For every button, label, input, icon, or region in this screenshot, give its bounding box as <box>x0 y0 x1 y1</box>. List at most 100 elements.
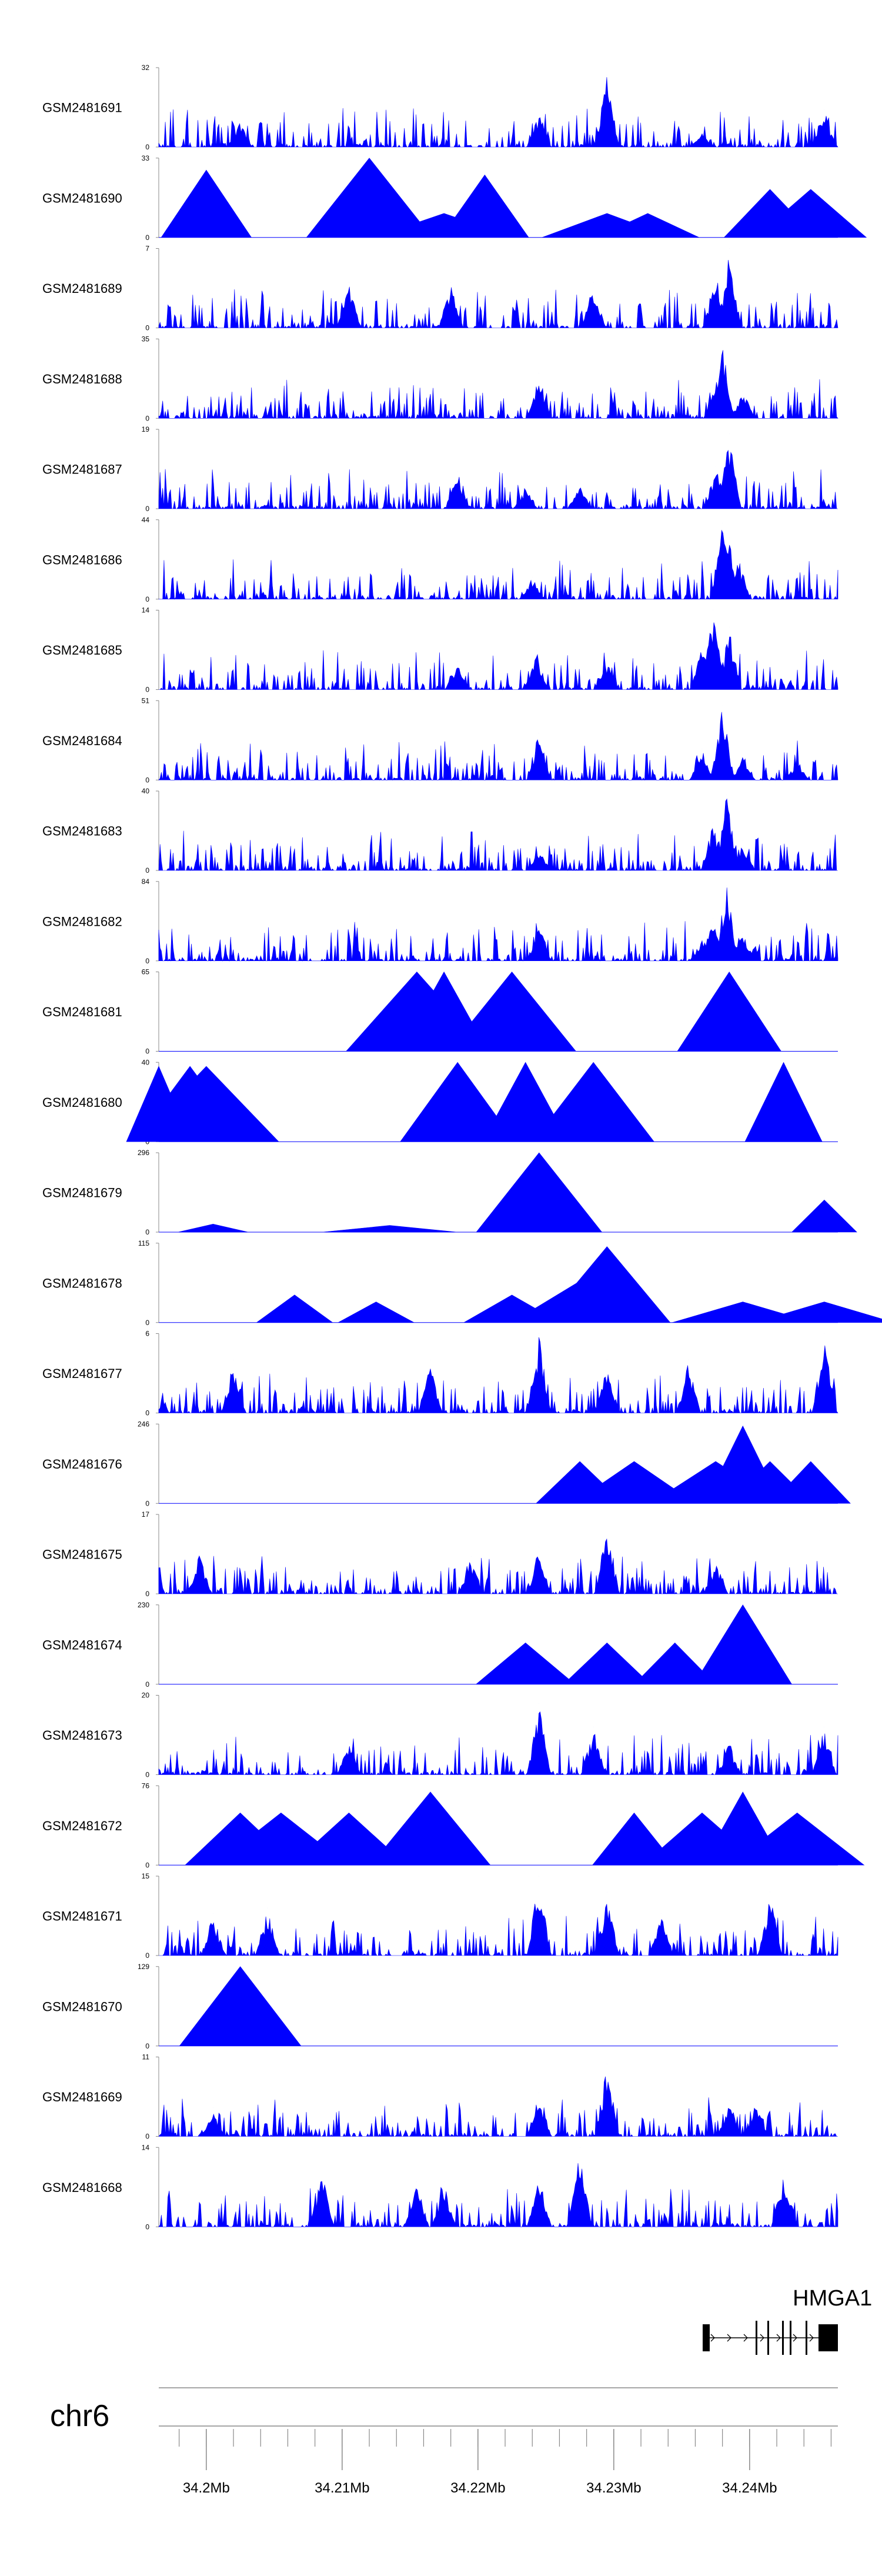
track-peak-0 <box>475 1642 576 1685</box>
track-ymax-label: 296 <box>138 1149 149 1157</box>
track-label: GSM2481671 <box>42 1909 122 1924</box>
gene-strand-arrow <box>710 2334 715 2342</box>
track-peak-2 <box>447 972 577 1052</box>
gene-strand-arrow <box>809 2334 814 2342</box>
track-peak-3 <box>440 174 529 238</box>
track-label: GSM2481683 <box>42 824 122 839</box>
track-ymax-label: 230 <box>138 1601 149 1609</box>
track-label: GSM2481676 <box>42 1457 122 1471</box>
track-peak-1 <box>338 1302 415 1323</box>
track-GSM2481669: GSM2481669 11 0 <box>42 2053 838 2141</box>
track-ymax-label: 14 <box>142 606 150 615</box>
track-GSM2481677: GSM2481677 6 0 <box>42 1330 838 1417</box>
track-label: GSM2481673 <box>42 1728 122 1743</box>
track-ymax-label: 246 <box>138 1420 149 1428</box>
track-ymin-label: 0 <box>145 686 149 694</box>
track-ymax-label: 19 <box>142 425 150 433</box>
track-ymin-label: 0 <box>145 2042 149 2050</box>
track-peak-1 <box>322 1225 457 1233</box>
gene-exon-2 <box>767 2321 769 2355</box>
track-label: GSM2481669 <box>42 2090 122 2104</box>
track-signal-area <box>158 1538 838 1595</box>
gene-exon-1 <box>756 2321 757 2355</box>
track-ymin-label: 0 <box>145 2133 149 2141</box>
track-GSM2481689: GSM2481689 7 0 <box>42 245 838 332</box>
track-peak-1 <box>563 1642 651 1685</box>
track-peak-3 <box>677 971 782 1052</box>
track-ymin-label: 0 <box>145 595 149 603</box>
track-GSM2481674: GSM2481674 230 0 <box>42 1601 838 1689</box>
track-peak-0 <box>256 1294 333 1323</box>
track-ymax-label: 65 <box>142 968 150 976</box>
axis-tick-label: 34.2Mb <box>183 2480 230 2496</box>
gene-exon-4 <box>790 2321 791 2355</box>
track-peak-0 <box>179 1966 302 2047</box>
track-ymax-label: 84 <box>142 877 150 886</box>
chromosome-label: chr6 <box>50 2399 109 2433</box>
track-GSM2481688: GSM2481688 35 0 <box>42 335 838 422</box>
track-signal-area <box>158 1337 838 1414</box>
track-ymin-label: 0 <box>145 957 149 965</box>
track-GSM2481682: GSM2481682 84 0 <box>42 877 838 965</box>
track-GSM2481672: GSM2481672 76 0 <box>42 1781 865 1869</box>
track-label: GSM2481684 <box>42 733 122 748</box>
track-ymin-label: 0 <box>145 1228 149 1236</box>
track-GSM2481684: GSM2481684 51 0 <box>42 696 838 784</box>
gene-exon-0 <box>703 2324 710 2351</box>
data-tracks: GSM2481691320GSM2481690330GSM248168970GS… <box>42 64 882 2231</box>
track-GSM2481681: GSM2481681 65 0 <box>42 968 838 1056</box>
track-signal-area <box>159 1903 838 1957</box>
gene-label-hmga1: HMGA1 <box>793 2286 872 2311</box>
track-ymax-label: 11 <box>142 2053 150 2061</box>
track-label: GSM2481679 <box>42 1186 122 1200</box>
track-GSM2481675: GSM2481675 17 0 <box>42 1510 838 1598</box>
track-ymax-label: 40 <box>142 1058 150 1066</box>
track-ymin-label: 0 <box>145 2223 149 2231</box>
track-ymax-label: 15 <box>142 1872 150 1880</box>
axis-tick-label: 34.22Mb <box>450 2480 505 2496</box>
genome-axis: chr6 34.2Mb 34.21Mb 34.22Mb 34.23Mb 34.24Mb <box>50 2387 838 2496</box>
track-ymax-label: 51 <box>142 696 150 705</box>
track-signal-area <box>158 260 838 329</box>
track-ymin-label: 0 <box>145 324 149 332</box>
track-peak-6 <box>744 1062 823 1142</box>
track-label: GSM2481685 <box>42 643 122 658</box>
gene-exon-6 <box>818 2324 838 2351</box>
track-ymax-label: 40 <box>142 787 150 795</box>
track-ymax-label: 35 <box>142 335 150 343</box>
track-label: GSM2481672 <box>42 1818 122 1833</box>
track-label: GSM2481691 <box>42 101 122 115</box>
track-ymin-label: 0 <box>145 776 149 784</box>
track-ymax-label: 14 <box>142 2143 150 2151</box>
track-GSM2481668: GSM2481668 14 0 <box>42 2143 838 2231</box>
gene-strand-arrow <box>793 2334 797 2342</box>
track-ymin-label: 0 <box>145 1409 149 1417</box>
track-GSM2481685: GSM2481685 14 0 <box>42 606 838 694</box>
track-signal-area <box>158 2076 838 2137</box>
track-ymin-label: 0 <box>145 414 149 422</box>
track-peak-3 <box>693 1604 793 1685</box>
track-ymax-label: 32 <box>142 64 150 72</box>
track-signal-area <box>158 1711 838 1776</box>
track-signal-area <box>158 77 838 148</box>
track-ymax-label: 17 <box>142 1510 150 1519</box>
track-ymin-label: 0 <box>145 1680 149 1689</box>
axis-tick-label: 34.21Mb <box>315 2480 369 2496</box>
track-ymax-label: 76 <box>142 1781 150 1790</box>
track-label: GSM2481687 <box>42 462 122 477</box>
track-label: GSM2481670 <box>42 1999 122 2014</box>
gene-exon-5 <box>806 2321 807 2355</box>
gene-strand-arrow <box>727 2334 731 2342</box>
track-peak-0 <box>161 169 252 238</box>
track-signal-area <box>158 887 838 962</box>
track-peak-5 <box>532 1062 654 1142</box>
track-GSM2481678: GSM2481678 115 0 <box>42 1239 882 1327</box>
track-signal-area <box>158 449 838 510</box>
track-GSM2481671: GSM2481671 15 0 <box>42 1872 838 1960</box>
track-peak-4 <box>543 1246 671 1323</box>
track-signal-area <box>158 712 838 781</box>
gene-strand-arrow <box>776 2334 781 2342</box>
gene-strand-arrow <box>760 2334 764 2342</box>
